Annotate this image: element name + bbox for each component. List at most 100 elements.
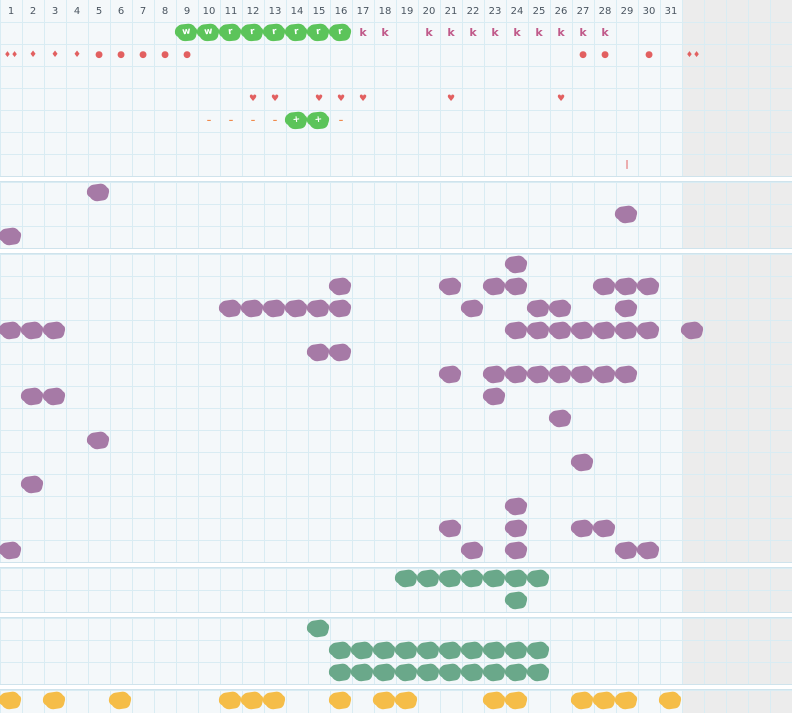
orange-block[interactable] — [571, 690, 594, 711]
column-header[interactable]: 11 — [224, 6, 238, 17]
teal-block[interactable] — [417, 640, 440, 661]
red-symbol-mark[interactable]: ♦ — [50, 50, 60, 60]
purple-block[interactable] — [505, 276, 528, 297]
purple-block[interactable] — [571, 518, 594, 539]
purple-block[interactable] — [527, 298, 550, 319]
red-symbol-mark[interactable]: ♥ — [556, 94, 566, 104]
teal-block[interactable] — [351, 640, 374, 661]
purple-block[interactable] — [505, 518, 528, 539]
purple-block[interactable] — [593, 364, 616, 385]
orange-block[interactable] — [593, 690, 616, 711]
column-header[interactable]: 18 — [378, 6, 392, 17]
dash-mark[interactable]: – — [272, 116, 278, 126]
letter-mark[interactable]: k — [557, 26, 565, 39]
purple-block[interactable] — [549, 408, 572, 429]
column-header[interactable]: 10 — [202, 6, 216, 17]
purple-block[interactable] — [307, 298, 330, 319]
green-letter-tile[interactable]: r — [286, 23, 307, 42]
purple-block[interactable] — [241, 298, 264, 319]
column-header[interactable]: 4 — [73, 6, 81, 17]
red-symbol-mark[interactable]: ♥ — [314, 94, 324, 104]
teal-block[interactable] — [373, 662, 396, 683]
purple-block[interactable] — [505, 320, 528, 341]
teal-block[interactable] — [505, 590, 528, 611]
orange-block[interactable] — [483, 690, 506, 711]
teal-block[interactable] — [373, 640, 396, 661]
red-symbol-mark[interactable]: ♦ — [72, 50, 82, 60]
teal-block[interactable] — [329, 662, 352, 683]
purple-block[interactable] — [483, 386, 506, 407]
teal-block[interactable] — [417, 568, 440, 589]
red-symbol-mark[interactable]: ● — [645, 50, 653, 60]
letter-mark[interactable]: k — [513, 26, 521, 39]
purple-block[interactable] — [615, 298, 638, 319]
column-header[interactable]: 29 — [620, 6, 634, 17]
purple-block[interactable] — [439, 276, 462, 297]
teal-block[interactable] — [461, 568, 484, 589]
green-letter-tile[interactable]: w — [176, 23, 197, 42]
purple-block[interactable] — [0, 540, 22, 561]
red-symbol-mark[interactable]: ♥ — [270, 94, 280, 104]
dash-mark[interactable]: – — [228, 116, 234, 126]
teal-block[interactable] — [417, 662, 440, 683]
column-header[interactable]: 13 — [268, 6, 282, 17]
teal-block[interactable] — [483, 640, 506, 661]
letter-mark[interactable]: k — [491, 26, 499, 39]
teal-block[interactable] — [483, 662, 506, 683]
green-letter-tile[interactable]: + — [308, 111, 329, 130]
column-header[interactable]: 14 — [290, 6, 304, 17]
column-header[interactable]: 21 — [444, 6, 458, 17]
teal-block[interactable] — [395, 640, 418, 661]
purple-block[interactable] — [21, 474, 44, 495]
purple-block[interactable] — [681, 320, 704, 341]
red-symbol-mark[interactable]: ♦ — [28, 50, 38, 60]
letter-mark[interactable]: k — [425, 26, 433, 39]
purple-block[interactable] — [593, 320, 616, 341]
teal-block[interactable] — [505, 640, 528, 661]
red-symbol-mark[interactable]: | — [625, 160, 629, 170]
dash-mark[interactable]: – — [250, 116, 256, 126]
column-header[interactable]: 16 — [334, 6, 348, 17]
dash-mark[interactable]: – — [338, 116, 344, 126]
purple-block[interactable] — [549, 364, 572, 385]
teal-block[interactable] — [461, 640, 484, 661]
green-letter-tile[interactable]: w — [198, 23, 219, 42]
column-header[interactable]: 7 — [139, 6, 147, 17]
purple-block[interactable] — [593, 518, 616, 539]
column-header[interactable]: 17 — [356, 6, 370, 17]
teal-block[interactable] — [395, 568, 418, 589]
orange-block[interactable] — [43, 690, 66, 711]
purple-block[interactable] — [505, 540, 528, 561]
purple-block[interactable] — [637, 320, 660, 341]
red-symbol-mark[interactable]: ♥ — [358, 94, 368, 104]
purple-block[interactable] — [263, 298, 286, 319]
orange-block[interactable] — [263, 690, 286, 711]
purple-block[interactable] — [571, 452, 594, 473]
column-header[interactable]: 23 — [488, 6, 502, 17]
orange-block[interactable] — [659, 690, 682, 711]
purple-block[interactable] — [505, 364, 528, 385]
red-symbol-mark[interactable]: ♦♦ — [685, 50, 701, 59]
purple-block[interactable] — [637, 276, 660, 297]
red-symbol-mark[interactable]: ● — [117, 50, 125, 60]
letter-mark[interactable]: k — [447, 26, 455, 39]
orange-block[interactable] — [109, 690, 132, 711]
purple-block[interactable] — [637, 540, 660, 561]
orange-block[interactable] — [329, 690, 352, 711]
purple-block[interactable] — [527, 320, 550, 341]
red-symbol-mark[interactable]: ● — [139, 50, 147, 60]
red-symbol-mark[interactable]: ● — [579, 50, 587, 60]
purple-block[interactable] — [329, 298, 352, 319]
purple-block[interactable] — [307, 342, 330, 363]
purple-block[interactable] — [615, 204, 638, 225]
red-symbol-mark[interactable]: ♥ — [248, 94, 258, 104]
column-header[interactable]: 26 — [554, 6, 568, 17]
orange-block[interactable] — [395, 690, 418, 711]
purple-block[interactable] — [615, 540, 638, 561]
teal-block[interactable] — [329, 640, 352, 661]
purple-block[interactable] — [43, 320, 66, 341]
green-letter-tile[interactable]: r — [264, 23, 285, 42]
purple-block[interactable] — [461, 540, 484, 561]
purple-block[interactable] — [43, 386, 66, 407]
orange-block[interactable] — [505, 690, 528, 711]
